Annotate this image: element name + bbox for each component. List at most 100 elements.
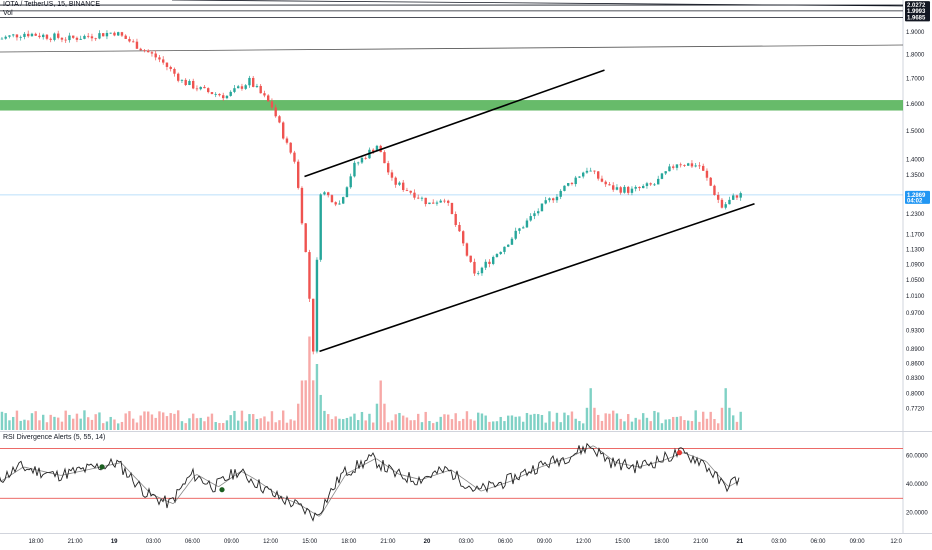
volume-bar: [312, 380, 315, 430]
price-tick-label: 1.8000: [906, 53, 925, 59]
volume-bar: [563, 412, 566, 430]
volume-bar: [150, 414, 154, 430]
candle-body: [555, 196, 559, 201]
volume-bar: [353, 413, 356, 430]
candle-body: [638, 186, 641, 189]
volume-bar: [720, 407, 724, 430]
volume-bar: [195, 418, 199, 430]
rsi-tick-label: 60.0000: [906, 454, 928, 460]
volume-bar: [739, 411, 742, 430]
candle-body: [90, 36, 94, 39]
candle-body: [559, 190, 562, 197]
price-tag-label: 1.9993: [907, 9, 926, 15]
price-tick-label: 1.0100: [906, 294, 925, 300]
candle-body: [293, 152, 296, 162]
rsi-signal-line: [0, 445, 740, 517]
volume-bar: [495, 421, 499, 430]
volume-bar: [192, 413, 195, 430]
volume-bar: [345, 417, 349, 430]
candle-body: [94, 38, 97, 40]
candle-body: [34, 33, 37, 36]
candle-body: [240, 86, 244, 89]
candle-body: [109, 32, 112, 34]
volume-bar: [207, 416, 210, 430]
candle-body: [300, 187, 304, 224]
volume-bar: [274, 422, 277, 430]
candle-body: [529, 216, 532, 221]
candle-body: [210, 92, 214, 95]
candle-body: [360, 157, 364, 163]
volume-bar: [585, 407, 589, 430]
volume-bar: [42, 414, 45, 430]
candle-body: [398, 182, 401, 185]
candle-body: [507, 244, 510, 247]
volume-bar: [323, 410, 326, 430]
volume-bar: [687, 420, 690, 430]
volume-bar: [304, 380, 307, 430]
candle-body: [147, 50, 150, 53]
price-tick-label: 1.9000: [906, 30, 925, 36]
volume-label: Vol: [3, 10, 13, 17]
volume-bar: [173, 413, 176, 430]
volume-bar: [649, 421, 652, 430]
candle-body: [252, 77, 255, 87]
volume-bar: [443, 414, 446, 430]
candle-body: [327, 192, 330, 196]
price-tag-countdown: 04:02: [907, 198, 923, 204]
candle-body: [162, 59, 165, 63]
price-tick-label: 1.5000: [906, 129, 925, 135]
candle-body: [619, 187, 622, 193]
candle-body: [8, 35, 11, 37]
candle-body: [728, 199, 731, 205]
volume-bar: [64, 410, 67, 430]
candle-body: [597, 171, 600, 179]
price-tick-label: 0.8900: [906, 347, 925, 353]
price-tick-label: 1.3500: [906, 173, 925, 179]
candle-body: [724, 204, 727, 208]
volume-bar: [589, 388, 592, 430]
candle-body: [0, 38, 4, 40]
candle-body: [634, 186, 637, 189]
volume-bar: [525, 412, 529, 430]
candle-body: [259, 85, 262, 94]
candle-body: [443, 200, 446, 202]
support-zone: [0, 100, 903, 111]
candle-body: [432, 202, 435, 204]
candle-body: [282, 122, 285, 139]
volume-bar: [420, 422, 424, 430]
candle-body: [83, 35, 86, 39]
volume-bar: [255, 418, 259, 430]
volume-bar: [237, 420, 240, 430]
candle-body: [113, 32, 116, 36]
volume-bar: [240, 410, 244, 430]
volume-bar: [120, 421, 124, 430]
candle-body: [488, 261, 491, 264]
candle-body: [458, 224, 461, 232]
candle-body: [143, 50, 146, 52]
volume-bar: [522, 421, 525, 430]
candle-body: [248, 77, 251, 86]
candle-body: [120, 32, 124, 36]
volume-bar: [222, 423, 225, 430]
candle-body: [649, 183, 652, 185]
volume-bar: [510, 415, 514, 430]
volume-bar: [218, 422, 221, 430]
volume-bar: [394, 414, 397, 430]
volume-bar: [8, 420, 11, 430]
candle-body: [477, 273, 480, 275]
candle-body: [480, 267, 484, 274]
volume-bar: [540, 414, 544, 430]
volume-bar: [357, 420, 360, 430]
volume-bar: [338, 418, 341, 430]
candle-body: [57, 33, 60, 38]
candle-body: [608, 184, 611, 186]
candle-body: [514, 230, 517, 239]
time-tick-label: 12:00: [263, 539, 279, 545]
candle-body: [319, 194, 322, 260]
volume-bar: [225, 420, 229, 430]
candles-group: [0, 30, 742, 355]
candle-body: [510, 238, 514, 245]
candle-body: [615, 187, 619, 190]
candle-body: [274, 107, 277, 117]
